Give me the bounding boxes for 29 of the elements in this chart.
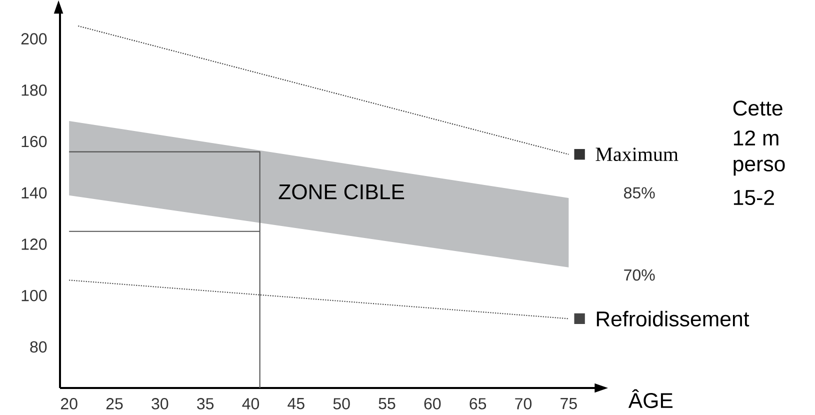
y-tick-label: 180 bbox=[22, 84, 47, 96]
x-tick-label: 20 bbox=[60, 398, 78, 410]
x-tick-label: 70 bbox=[515, 398, 532, 410]
text: Cette bbox=[733, 100, 782, 116]
x-tick-label: 65 bbox=[470, 398, 486, 410]
x-tick-label: 75 bbox=[560, 398, 577, 410]
legend-label: Refroidissement bbox=[596, 310, 750, 327]
x-tick-label: 60 bbox=[424, 398, 441, 410]
x-tick-label: 25 bbox=[106, 398, 123, 410]
y-tick-label: 140 bbox=[22, 187, 47, 199]
legend-label: Maximum bbox=[596, 148, 678, 162]
y-tick-label: 120 bbox=[22, 238, 47, 250]
text: 12 m bbox=[734, 130, 778, 146]
y-tick-label: 160 bbox=[22, 136, 47, 148]
x-tick-label: 55 bbox=[378, 398, 396, 410]
text: 15-2 bbox=[734, 190, 774, 206]
x-tick-label: 50 bbox=[333, 398, 350, 410]
annotation: ZONE CIBLE bbox=[278, 184, 404, 200]
x-tick-label: 45 bbox=[288, 398, 304, 410]
text: 85% bbox=[624, 187, 655, 199]
y-tick-label: 80 bbox=[30, 341, 47, 353]
text: perso bbox=[734, 160, 785, 176]
text: 70% bbox=[624, 269, 655, 281]
x-tick-label: 30 bbox=[152, 398, 168, 410]
x-axis-title: ÂGE bbox=[628, 389, 673, 408]
x-tick-label: 35 bbox=[197, 398, 214, 410]
y-tick-label: 200 bbox=[21, 33, 47, 44]
y-tick-label: 100 bbox=[22, 290, 47, 302]
x-tick-label: 40 bbox=[242, 398, 260, 410]
